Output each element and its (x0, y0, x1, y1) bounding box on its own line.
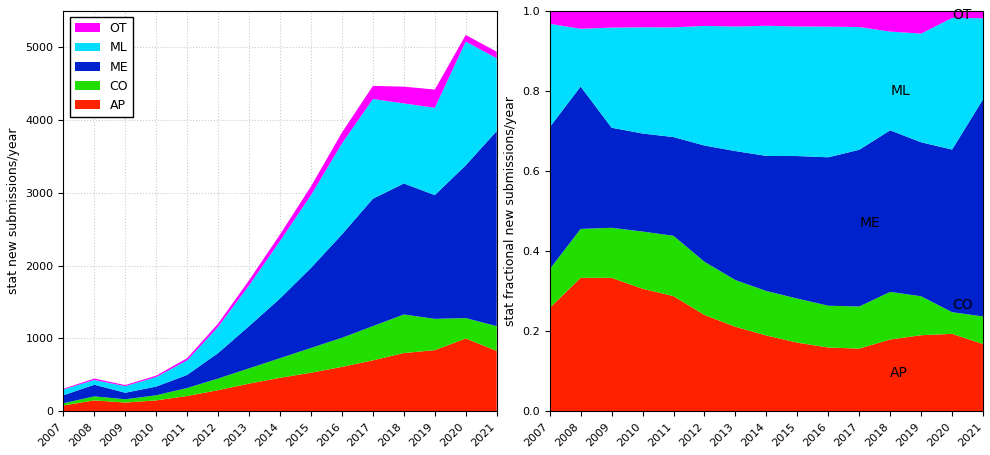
Text: CO: CO (952, 298, 973, 312)
Text: ME: ME (859, 216, 880, 230)
Legend: OT, ML, ME, CO, AP: OT, ML, ME, CO, AP (69, 17, 134, 117)
Text: ML: ML (890, 84, 910, 98)
Text: AP: AP (890, 366, 908, 380)
Y-axis label: stat new submissions/year: stat new submissions/year (7, 128, 20, 294)
Y-axis label: stat fractional new submissions/year: stat fractional new submissions/year (504, 96, 517, 326)
Text: OT: OT (952, 8, 971, 22)
